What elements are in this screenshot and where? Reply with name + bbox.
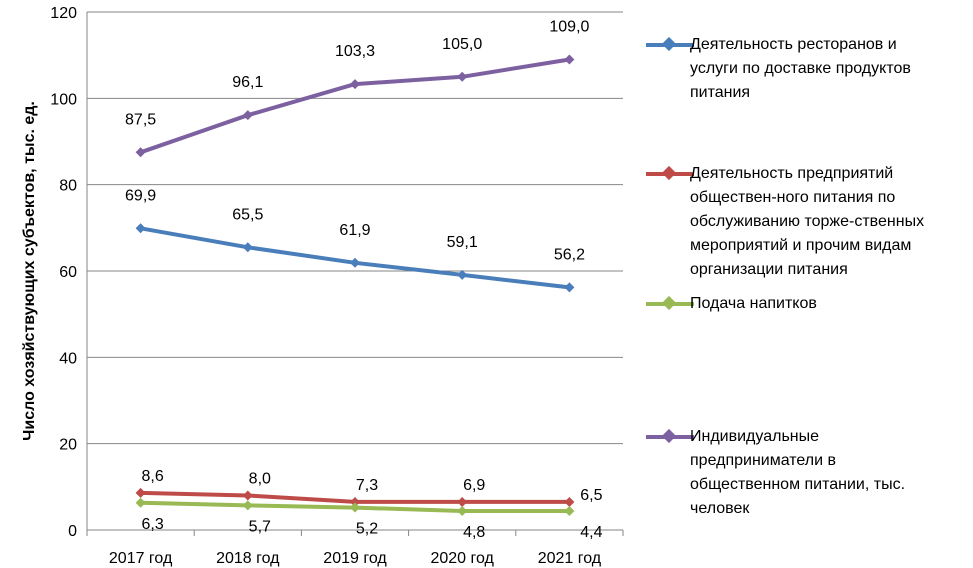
data-point: [135, 497, 146, 508]
legend-label: Индивидуальные предприниматели в обществен…: [690, 425, 970, 521]
data-label: 4,8: [463, 524, 485, 541]
x-tick-label: 2018 год: [216, 550, 280, 567]
data-label: 8,6: [141, 468, 163, 485]
legend-label: Деятельность предприятий обществен-ного п…: [690, 162, 970, 282]
data-label: 6,5: [580, 487, 602, 504]
data-point: [564, 496, 575, 507]
legend-label-line: Индивидуальные: [690, 428, 820, 445]
legend-label-line: Деятельность ресторанов и: [690, 36, 897, 53]
legend-label: Деятельность ресторанов и услуги по доста…: [690, 33, 970, 105]
legend-label-line: Подача напитков: [690, 295, 817, 312]
legend-label-line: питания: [690, 84, 751, 101]
data-label: 8,0: [249, 470, 271, 487]
y-tick-label: 120: [50, 5, 77, 22]
data-point: [135, 487, 146, 498]
legend-marker-icon: [646, 295, 694, 311]
data-label: 105,0: [442, 36, 482, 53]
data-label: 59,1: [447, 234, 478, 251]
y-tick-label: 40: [59, 350, 77, 367]
legend-label: Подача напитков: [690, 292, 970, 316]
x-tick-label: 2020 год: [430, 550, 494, 567]
data-point: [457, 71, 468, 82]
data-label: 7,3: [356, 477, 378, 494]
data-point: [350, 496, 360, 507]
data-point: [350, 79, 360, 90]
legend-label-line: мероприятий и прочим видам: [690, 237, 912, 254]
data-point: [457, 269, 468, 280]
data-label: 103,3: [335, 43, 375, 60]
data-point: [350, 502, 360, 513]
data-label: 6,3: [141, 516, 163, 533]
line-chart: 0 20 40 60 80 100 120 2017 год 2018 год 2019 год 2…: [21, 5, 624, 567]
data-label: 109,0: [549, 18, 589, 35]
y-tick-label: 100: [50, 91, 77, 108]
data-point: [564, 506, 575, 517]
legend-label-line: человек: [690, 500, 750, 517]
data-point: [135, 147, 146, 158]
data-point: [242, 110, 253, 121]
legend-label-line: организации питания: [690, 261, 848, 278]
data-label: 69,9: [125, 187, 156, 204]
legend-marker-icon: [646, 165, 694, 181]
data-label: 5,7: [249, 518, 271, 535]
series-line-4: [138, 57, 572, 155]
x-tick-label: 2019 год: [323, 550, 387, 567]
y-tick-label: 20: [59, 437, 77, 454]
legend-label-line: общественном питании, тыс.: [690, 476, 906, 493]
data-point: [242, 242, 253, 253]
y-tick-label: 80: [59, 178, 77, 195]
data-point: [350, 257, 360, 268]
data-label: 56,2: [554, 246, 585, 263]
data-point: [457, 506, 468, 517]
legend-label-line: обществен-ного питания по: [690, 189, 896, 206]
data-label: 87,5: [125, 111, 156, 128]
legend-marker-icon: [646, 428, 694, 444]
data-point: [242, 490, 253, 501]
data-label: 6,9: [463, 477, 485, 494]
data-point: [135, 223, 146, 234]
y-axis-title: Число хозяйствующих субъектов, тыс. ед.: [21, 101, 38, 441]
data-label: 4,4: [580, 524, 602, 541]
data-point: [242, 500, 253, 511]
data-point: [564, 282, 575, 293]
data-label: 61,9: [339, 222, 370, 239]
x-tick-label: 2021 год: [538, 550, 602, 567]
legend-marker-icon: [646, 36, 694, 52]
data-label: 5,2: [356, 521, 378, 538]
legend-label-line: обслуживанию торже-ственных: [690, 213, 925, 230]
y-tick-label: 60: [59, 264, 77, 281]
y-tick-label: 0: [68, 523, 77, 540]
data-label: 96,1: [232, 74, 263, 91]
data-point: [564, 54, 575, 65]
data-point: [457, 496, 468, 507]
data-label: 65,5: [232, 206, 263, 223]
legend-label-line: предприниматели в: [690, 452, 836, 469]
legend-label-line: услуги по доставке продуктов: [690, 60, 911, 77]
x-tick-label: 2017 год: [109, 550, 173, 567]
legend-label-line: Деятельность предприятий: [690, 165, 894, 182]
